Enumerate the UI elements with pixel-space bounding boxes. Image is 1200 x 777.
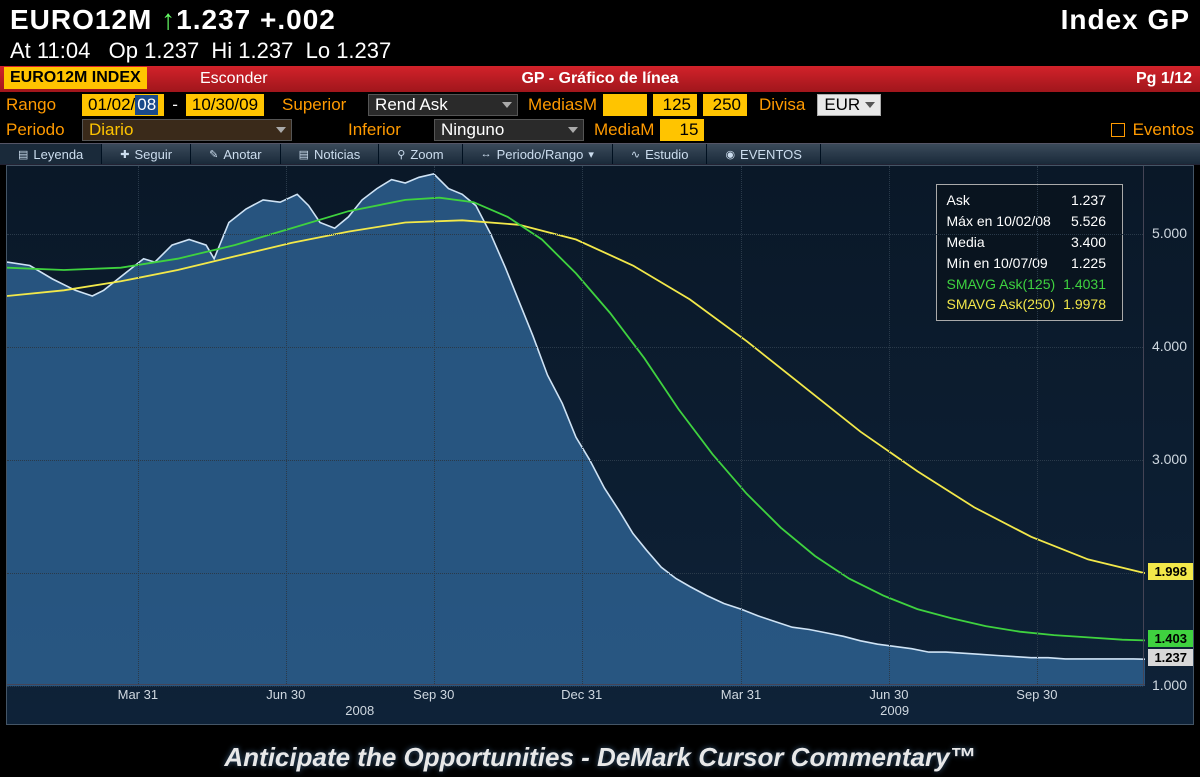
inferior-label: Inferior bbox=[348, 120, 428, 140]
chevron-down-icon: ▾ bbox=[588, 148, 594, 161]
price-change: +.002 bbox=[260, 4, 336, 35]
mediasm-label: MediasM bbox=[528, 95, 597, 115]
zoom-icon: ⚲ bbox=[397, 148, 405, 161]
news-icon: ▤ bbox=[299, 148, 309, 161]
header-ticker-line: EURO12M ↑1.237 +.002 bbox=[10, 4, 336, 36]
list-icon: ▤ bbox=[18, 148, 28, 161]
ticker-symbol: EURO12M bbox=[10, 4, 152, 35]
last-price: 1.237 bbox=[176, 4, 251, 35]
periodo-select[interactable]: Diario bbox=[82, 119, 292, 141]
mediasm-125-input[interactable]: 125 bbox=[653, 94, 697, 116]
esconder-link[interactable]: Esconder bbox=[200, 70, 268, 88]
legend-tooltip: Ask1.237Máx en 10/02/085.526Media3.400Mí… bbox=[936, 184, 1124, 321]
range-icon: ↔ bbox=[481, 148, 492, 160]
footer-tagline: Anticipate the Opportunities - DeMark Cu… bbox=[0, 742, 1200, 773]
tab-anotar[interactable]: ✎Anotar bbox=[191, 144, 281, 164]
divisa-select[interactable]: EUR bbox=[817, 94, 881, 116]
tab-estudio[interactable]: ∿Estudio bbox=[613, 144, 708, 164]
window-title: GP - Gráfico de línea bbox=[521, 70, 678, 88]
y-axis: 1.0002.0003.0004.0005.000 bbox=[1143, 166, 1193, 686]
high-price: Hi 1.237 bbox=[211, 38, 293, 63]
page-function: Index GP bbox=[1061, 4, 1190, 36]
periodo-label: Periodo bbox=[6, 120, 76, 140]
mediasm-250-input[interactable]: 250 bbox=[703, 94, 747, 116]
chart-toolbar: ▤Leyenda ✚Seguir ✎Anotar ▤Noticias ⚲Zoom… bbox=[0, 143, 1200, 165]
ticker-box[interactable]: EURO12M INDEX bbox=[4, 67, 147, 89]
eventos-label: Eventos bbox=[1133, 120, 1194, 140]
time-at: At 11:04 bbox=[10, 38, 90, 63]
mediasm-blank-input[interactable] bbox=[603, 94, 647, 116]
superior-select[interactable]: Rend Ask bbox=[368, 94, 518, 116]
tab-periodo[interactable]: ↔Periodo/Rango ▾ bbox=[463, 144, 613, 164]
low-price: Lo 1.237 bbox=[306, 38, 392, 63]
title-bar: EURO12M INDEX Esconder GP - Gráfico de l… bbox=[0, 66, 1200, 92]
page-indicator: Pg 1/12 bbox=[1136, 70, 1192, 88]
price-arrow: ↑ bbox=[161, 4, 176, 35]
superior-label: Superior bbox=[282, 95, 362, 115]
pencil-icon: ✎ bbox=[209, 148, 218, 161]
study-icon: ∿ bbox=[631, 148, 640, 161]
x-axis: Mar 31Jun 30Sep 30Dec 31Mar 31Jun 30Sep … bbox=[7, 684, 1145, 724]
tab-noticias[interactable]: ▤Noticias bbox=[281, 144, 380, 164]
divisa-label: Divisa bbox=[759, 95, 805, 115]
ohlc-line: At 11:04 Op 1.237 Hi 1.237 Lo 1.237 bbox=[10, 38, 1190, 64]
date-from-input[interactable]: 01/02/08 bbox=[82, 94, 164, 116]
plus-icon: ✚ bbox=[120, 148, 129, 161]
date-dash: - bbox=[172, 95, 178, 115]
tab-leyenda[interactable]: ▤Leyenda bbox=[0, 144, 102, 164]
tab-seguir[interactable]: ✚Seguir bbox=[102, 144, 191, 164]
mediam-label: MediaM bbox=[594, 120, 654, 140]
date-to-input[interactable]: 10/30/09 bbox=[186, 94, 264, 116]
eventos-checkbox[interactable] bbox=[1111, 123, 1125, 137]
rango-label: Rango bbox=[6, 95, 76, 115]
chart-area[interactable]: 1.0002.0003.0004.0005.000 Mar 31Jun 30Se… bbox=[6, 165, 1194, 725]
tab-eventos[interactable]: ◉EVENTOS bbox=[707, 144, 821, 164]
open-price: Op 1.237 bbox=[109, 38, 200, 63]
tab-zoom[interactable]: ⚲Zoom bbox=[379, 144, 462, 164]
mediam-input[interactable]: 15 bbox=[660, 119, 704, 141]
events-icon: ◉ bbox=[725, 148, 735, 161]
inferior-select[interactable]: Ninguno bbox=[434, 119, 584, 141]
